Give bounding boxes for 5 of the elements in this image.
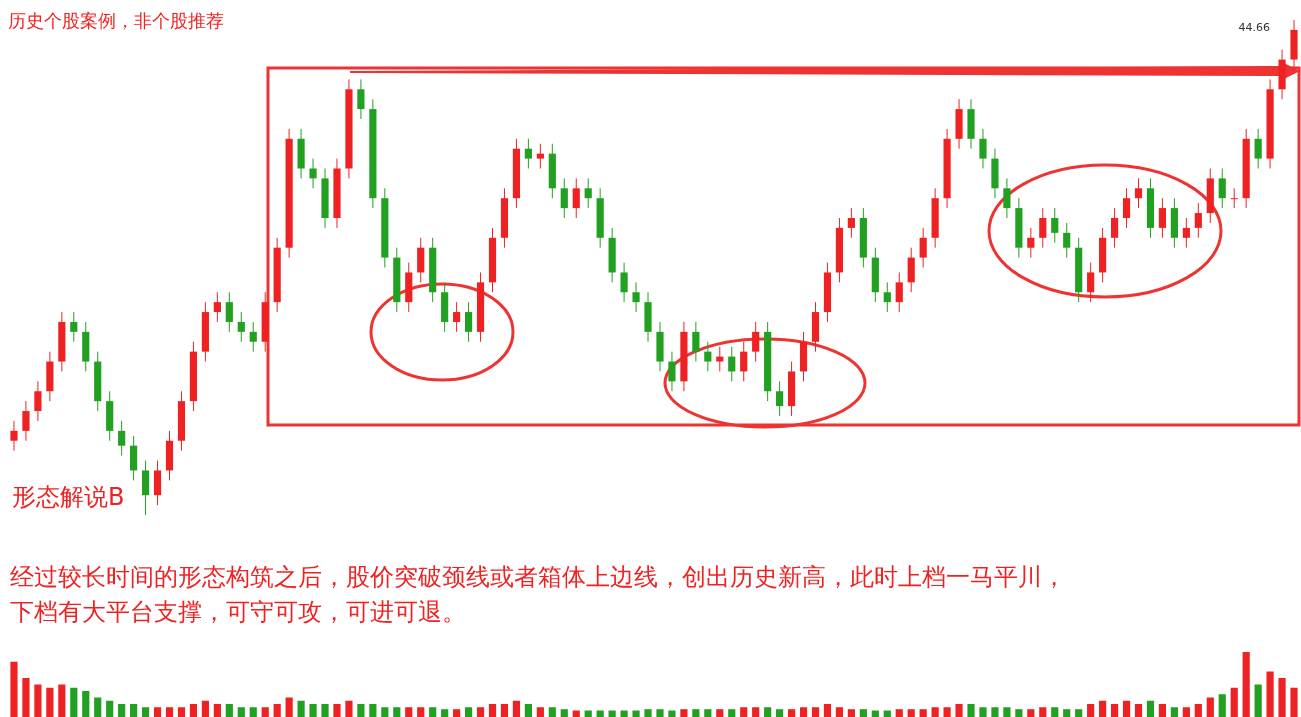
annotation: 形态解说B <box>12 483 125 511</box>
text: 下档有大平台支撑，可守可攻，可进可退。 <box>10 598 466 626</box>
text: 经过较长时间的形态构筑之后，股价突破颈线或者箱体上边线，创出历史新高，此时上档一马平川， <box>10 563 1066 591</box>
annotation: 44.66 <box>1238 21 1270 34</box>
chart-title: 历史个股案例，非个股推荐 <box>8 10 224 31</box>
